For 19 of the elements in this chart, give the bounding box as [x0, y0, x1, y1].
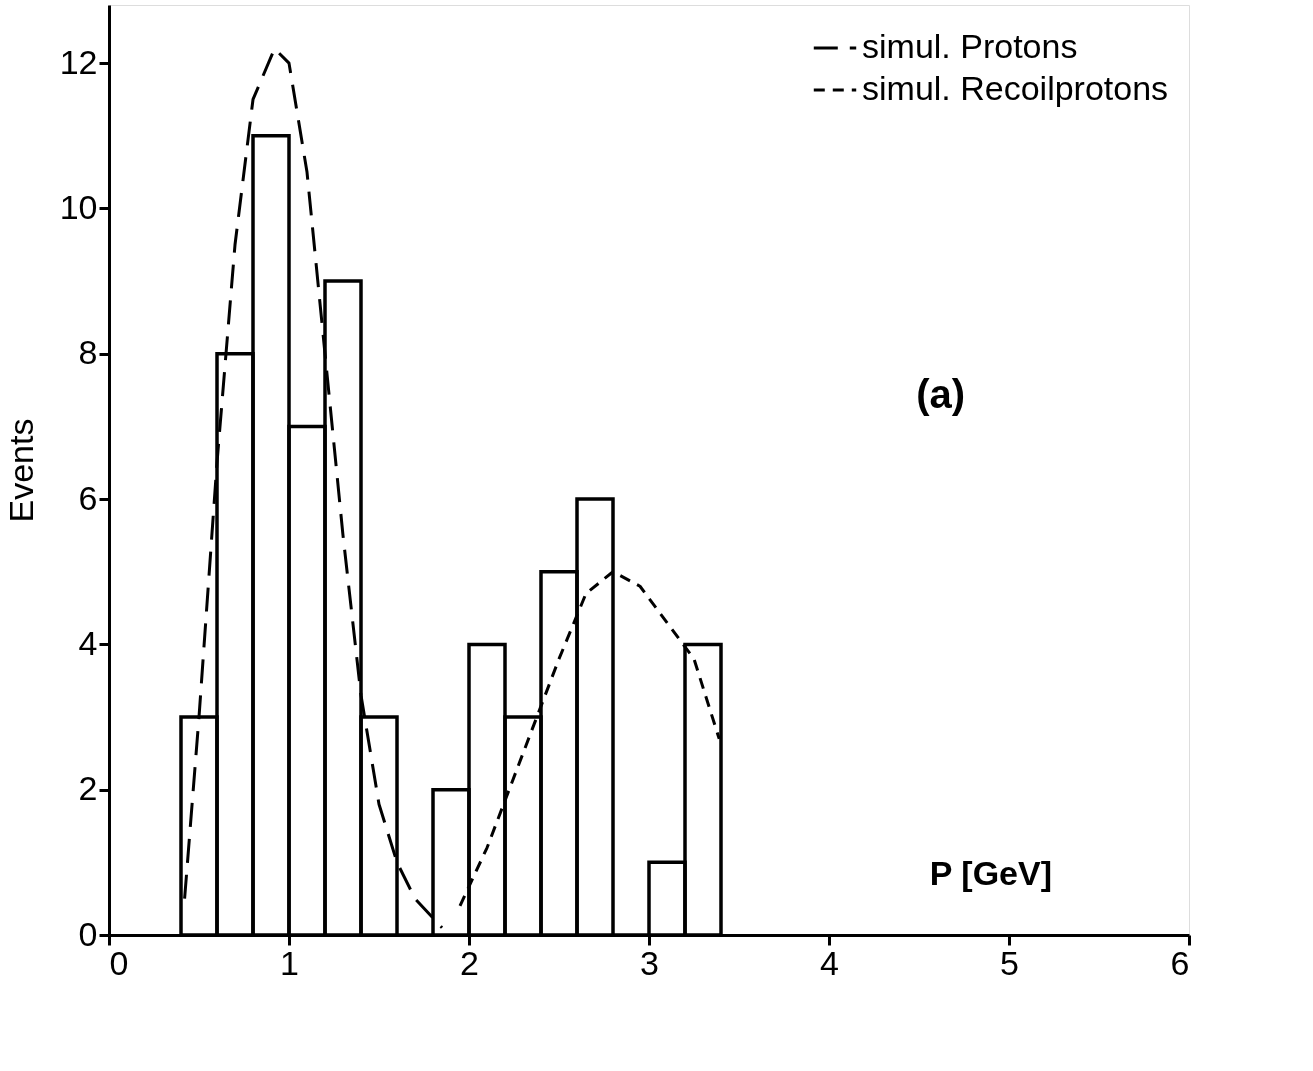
y-tick-label: 12	[59, 42, 98, 81]
y-tick-label: 0	[78, 914, 98, 953]
y-tick-label: 2	[78, 769, 98, 808]
x-tick-label: 6	[1170, 943, 1190, 982]
x-tick-label: 1	[280, 943, 299, 982]
y-axis-title: Events	[1, 418, 40, 523]
x-tick-label: 0	[109, 943, 129, 982]
legend-label: simul. Protons	[862, 27, 1078, 65]
x-axis-title: P [GeV]	[929, 853, 1052, 892]
annotation: (a)	[916, 371, 966, 416]
y-tick-label: 10	[59, 187, 98, 226]
x-tick-label: 3	[640, 943, 659, 982]
y-tick-label: 6	[78, 478, 98, 517]
x-tick-label: 4	[820, 943, 839, 982]
y-tick-label: 8	[78, 333, 98, 372]
x-tick-label: 5	[1000, 943, 1019, 982]
legend-label: simul. Recoilprotons	[862, 69, 1169, 107]
x-tick-label: 2	[460, 943, 479, 982]
y-tick-label: 4	[78, 623, 98, 662]
